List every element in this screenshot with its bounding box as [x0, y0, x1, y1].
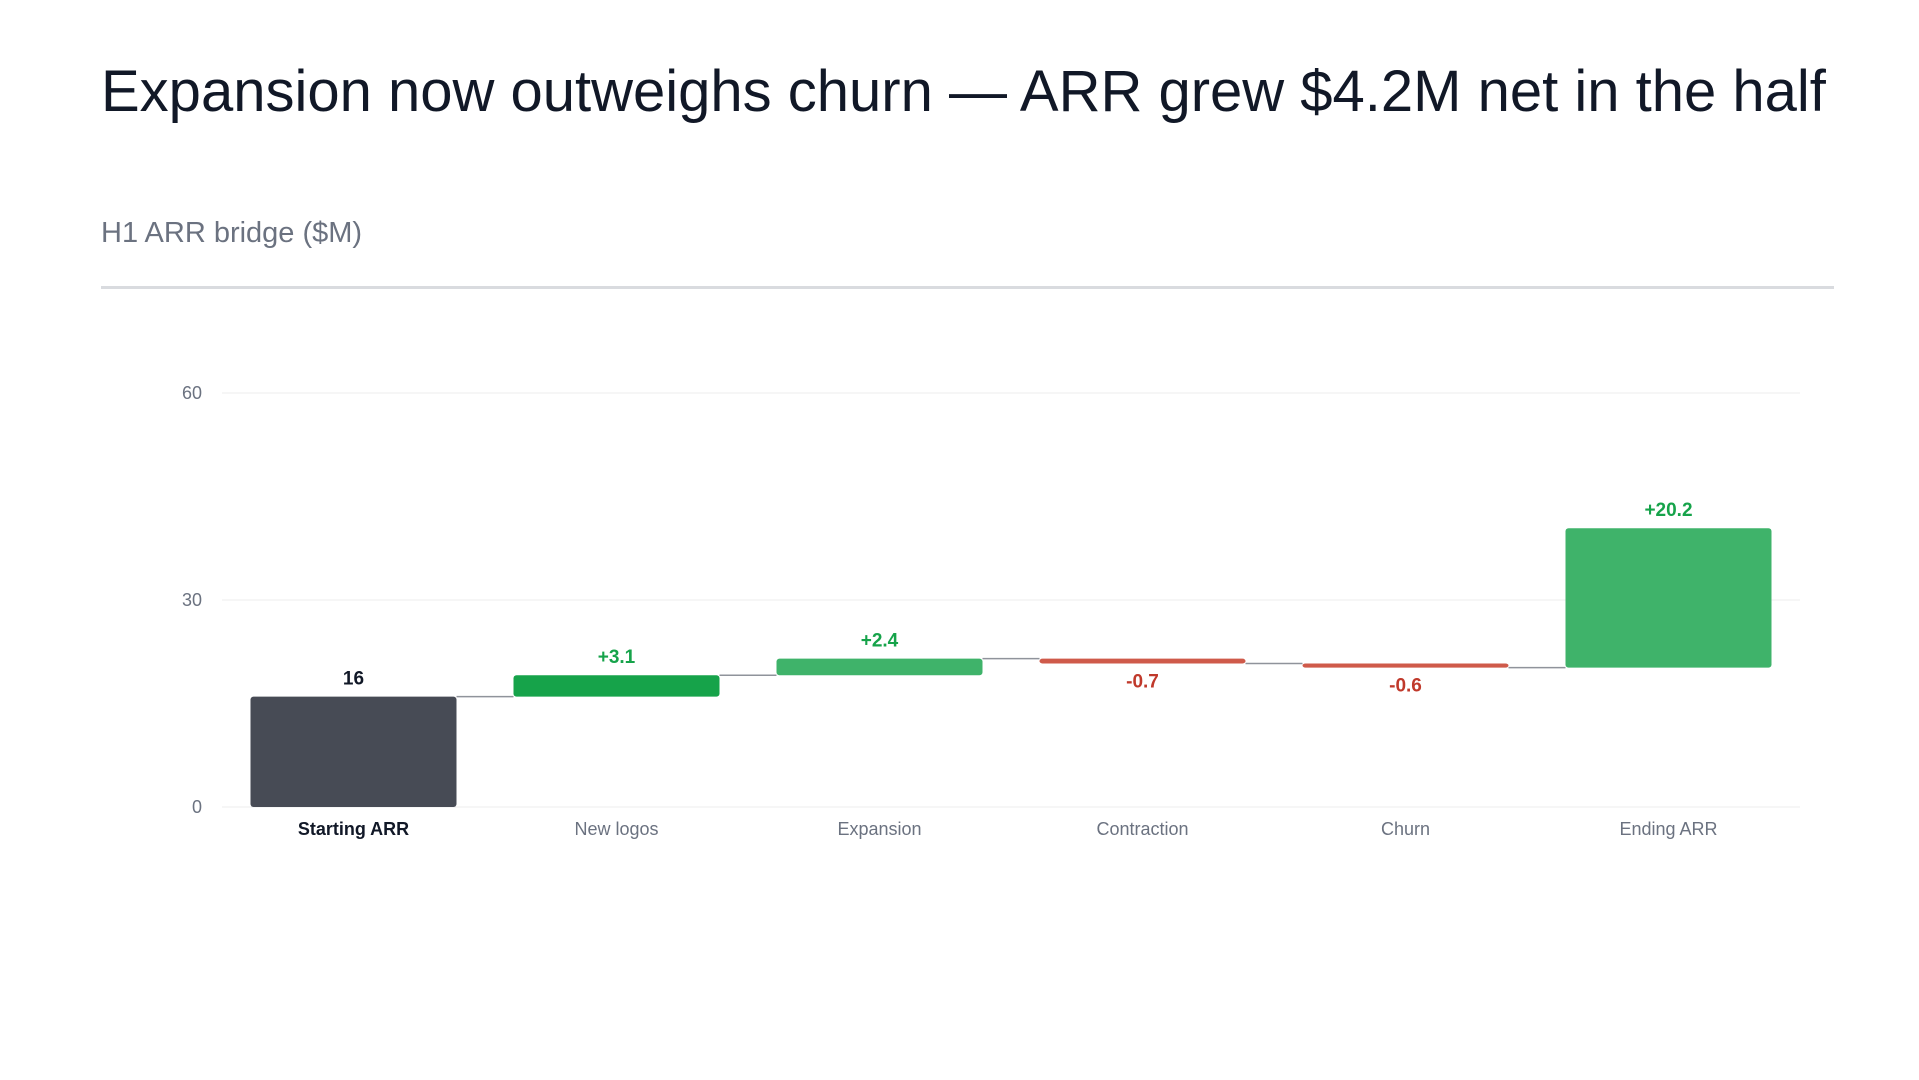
bar-expansion	[776, 658, 983, 676]
y-tick-label: 60	[182, 383, 202, 403]
bar-ending-arr	[1565, 528, 1772, 668]
data-label: -0.7	[1126, 671, 1159, 692]
bar-starting-arr	[250, 696, 457, 807]
data-label: -0.6	[1389, 676, 1422, 697]
data-label: 16	[343, 669, 364, 690]
data-label: +3.1	[598, 647, 636, 668]
x-tick-label: New logos	[574, 819, 658, 839]
y-tick-label: 30	[182, 590, 202, 610]
x-tick-label: Expansion	[837, 819, 921, 839]
x-tick-label: Churn	[1381, 819, 1430, 839]
divider	[101, 286, 1834, 289]
x-tick-label: Contraction	[1096, 819, 1188, 839]
data-label: +2.4	[861, 631, 899, 652]
bar-churn	[1302, 663, 1509, 668]
bar-contraction	[1039, 658, 1246, 664]
headline: Expansion now outweighs churn — ARR grew…	[101, 59, 1826, 124]
x-tick-label: Ending ARR	[1619, 819, 1717, 839]
chart-subtitle: H1 ARR bridge ($M)	[101, 217, 363, 249]
data-label: +20.2	[1644, 500, 1692, 521]
bar-new-logos	[513, 675, 720, 697]
y-tick-label: 0	[192, 797, 202, 817]
x-tick-label: Starting ARR	[298, 819, 409, 839]
